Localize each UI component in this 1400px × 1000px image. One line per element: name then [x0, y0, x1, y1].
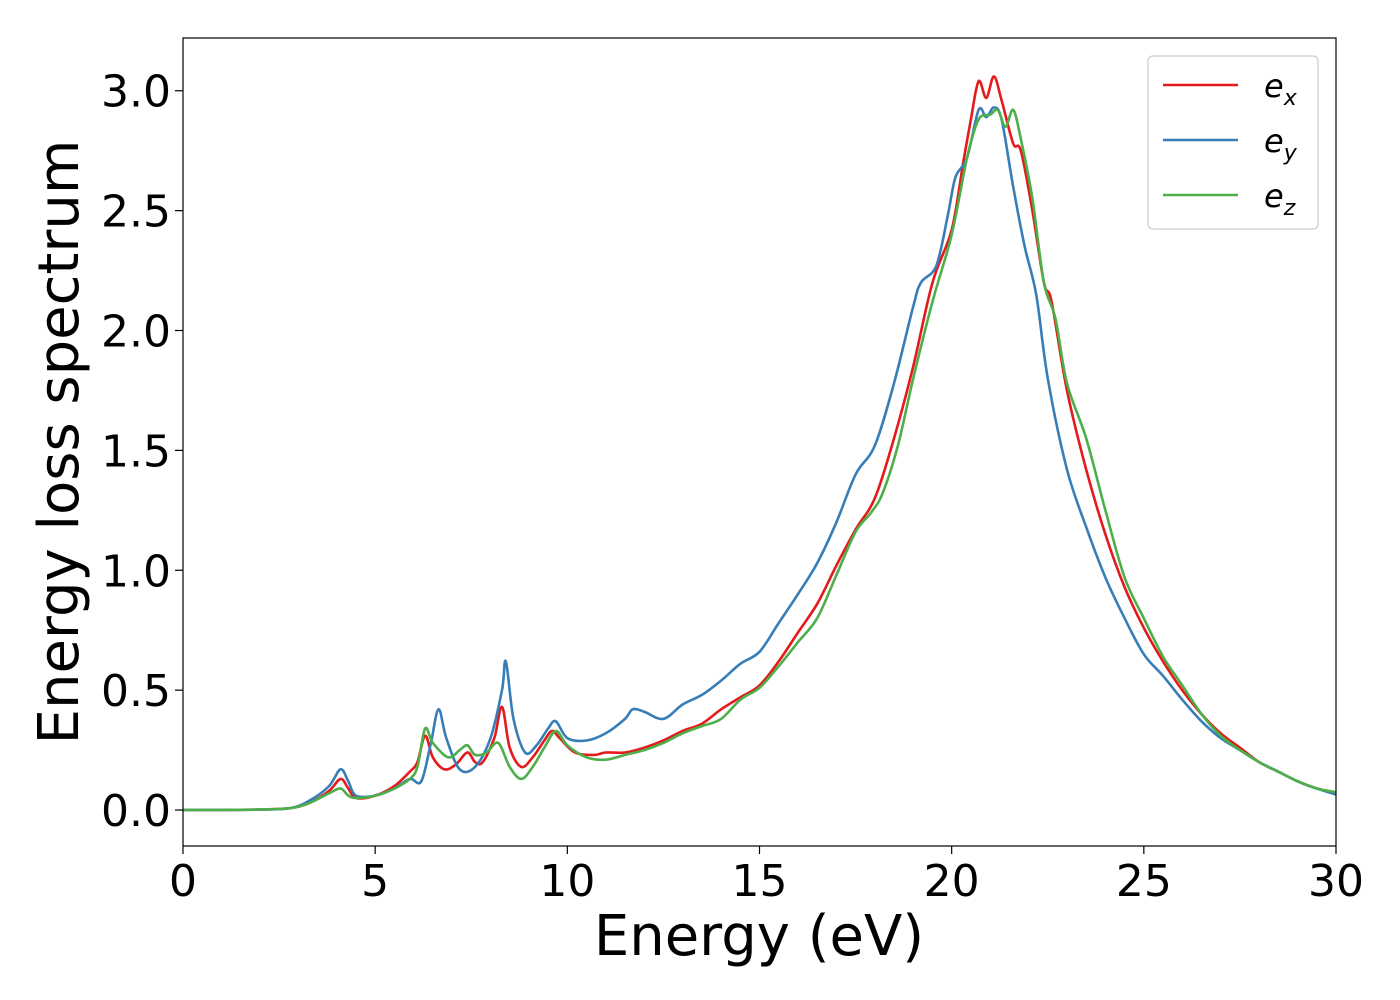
y-tick-label: 0.5: [101, 666, 171, 717]
y-tick-label: 1.0: [101, 546, 171, 597]
x-axis: 0 5 10 15 20 25 30: [169, 846, 1364, 907]
series-layer: [182, 75, 1337, 812]
y-axis-title: Energy loss spectrum: [27, 140, 92, 745]
x-tick-label: 25: [1116, 856, 1172, 907]
x-tick-label: 10: [539, 856, 595, 907]
x-tick-label: 5: [361, 856, 389, 907]
legend-box: [1147, 55, 1319, 230]
y-tick-label: 0.0: [101, 786, 171, 837]
y-tick-label: 2.5: [101, 187, 171, 238]
plot-area: [183, 38, 1336, 846]
y-tick-label: 3.0: [101, 67, 171, 118]
y-axis: 0.0 0.5 1.0 1.5 2.0 2.5 3.0: [101, 67, 183, 837]
series-line-ey: [182, 106, 1337, 812]
x-tick-label: 20: [924, 856, 980, 907]
x-axis-title: Energy (eV): [594, 904, 924, 969]
y-tick-label: 2.0: [101, 307, 171, 358]
series-line-ex: [182, 75, 1337, 812]
y-tick-label: 1.5: [101, 426, 171, 477]
x-tick-label: 0: [169, 856, 197, 907]
x-tick-label: 15: [732, 856, 788, 907]
series-line-ez: [182, 108, 1337, 812]
x-tick-label: 30: [1308, 856, 1364, 907]
